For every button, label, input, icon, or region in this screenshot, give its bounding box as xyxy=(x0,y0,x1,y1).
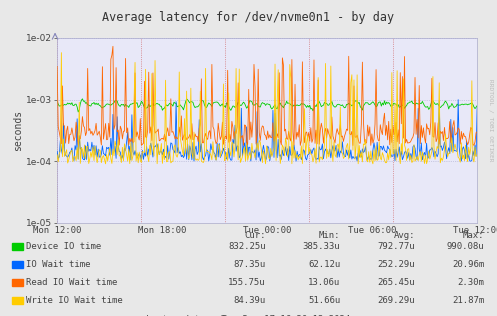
Text: 2.30m: 2.30m xyxy=(458,278,485,287)
Text: 62.12u: 62.12u xyxy=(308,260,340,269)
Text: 84.39u: 84.39u xyxy=(234,296,266,305)
Text: Max:: Max: xyxy=(463,231,485,240)
Text: Device IO time: Device IO time xyxy=(26,242,101,251)
Text: 51.66u: 51.66u xyxy=(308,296,340,305)
Text: Average latency for /dev/nvme0n1 - by day: Average latency for /dev/nvme0n1 - by da… xyxy=(102,11,395,24)
Text: IO Wait time: IO Wait time xyxy=(26,260,91,269)
Y-axis label: seconds: seconds xyxy=(13,110,23,151)
Text: Min:: Min: xyxy=(319,231,340,240)
Text: 990.08u: 990.08u xyxy=(447,242,485,251)
Text: 269.29u: 269.29u xyxy=(377,296,415,305)
Text: 265.45u: 265.45u xyxy=(377,278,415,287)
Text: 792.77u: 792.77u xyxy=(377,242,415,251)
Text: Last update:  Tue Dec 17 16:20:12 2024: Last update: Tue Dec 17 16:20:12 2024 xyxy=(147,315,350,316)
Text: 252.29u: 252.29u xyxy=(377,260,415,269)
Text: 832.25u: 832.25u xyxy=(228,242,266,251)
Text: 385.33u: 385.33u xyxy=(303,242,340,251)
Text: 13.06u: 13.06u xyxy=(308,278,340,287)
Text: Read IO Wait time: Read IO Wait time xyxy=(26,278,118,287)
Text: RRDTOOL / TOBI OETIKER: RRDTOOL / TOBI OETIKER xyxy=(489,79,494,161)
Text: 87.35u: 87.35u xyxy=(234,260,266,269)
Text: Cur:: Cur: xyxy=(245,231,266,240)
Text: 21.87m: 21.87m xyxy=(452,296,485,305)
Text: Avg:: Avg: xyxy=(394,231,415,240)
Text: Write IO Wait time: Write IO Wait time xyxy=(26,296,123,305)
Text: 155.75u: 155.75u xyxy=(228,278,266,287)
Text: 20.96m: 20.96m xyxy=(452,260,485,269)
